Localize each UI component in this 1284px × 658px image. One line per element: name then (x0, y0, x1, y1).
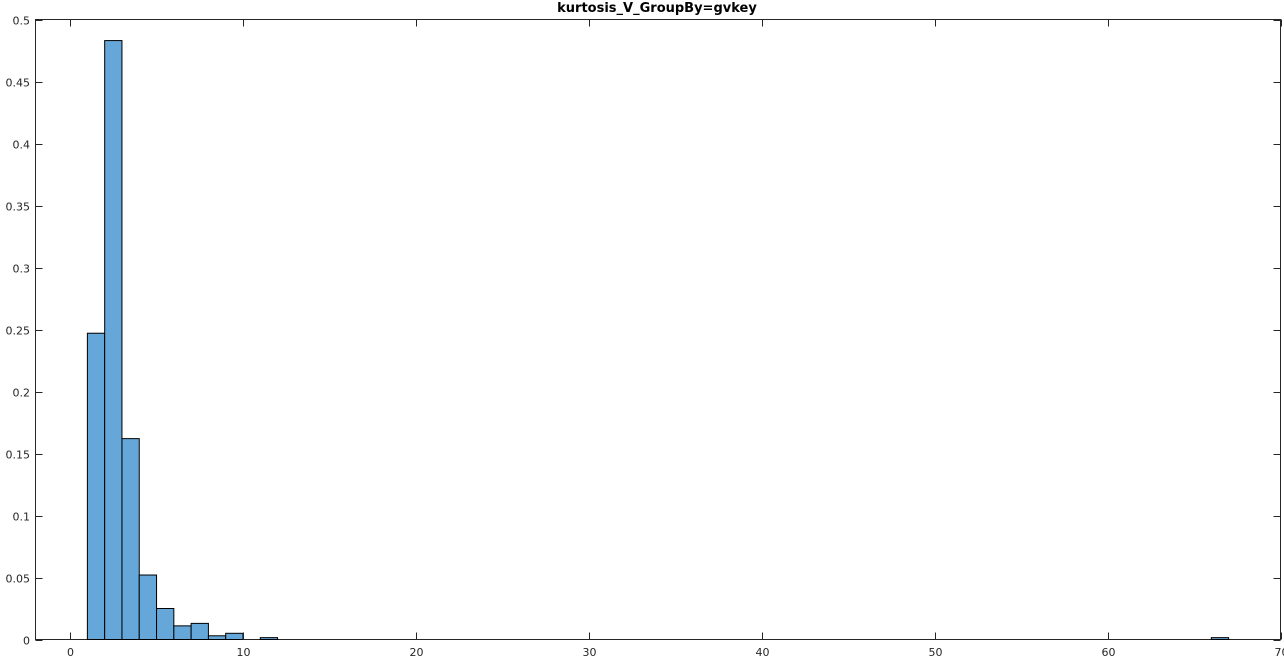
histogram-bar-9 (259, 637, 279, 641)
y-tick-label: 0.3 (13, 263, 31, 276)
y-tick-label: 0 (23, 635, 30, 648)
histogram-bar-6 (190, 622, 209, 641)
histogram-bar-4 (156, 608, 175, 640)
histogram-bar-3 (138, 574, 158, 641)
y-tick-label: 0.4 (13, 139, 31, 152)
x-tick-label: 50 (929, 646, 943, 658)
histogram-bar-7 (207, 635, 227, 641)
axes-box (35, 19, 1281, 640)
y-tick-label: 0.45 (6, 77, 31, 90)
chart-title: kurtosis_V_GroupBy=gvkey (557, 1, 757, 16)
y-tick-label: 0.15 (6, 449, 31, 462)
plot-frame (35, 19, 1281, 640)
y-tick-label: 0.05 (6, 573, 31, 586)
histogram-bar-8 (225, 632, 244, 640)
y-tick-label: 0.25 (6, 325, 31, 338)
x-tick-label: 20 (410, 646, 424, 658)
histogram-bar-10 (1210, 637, 1230, 641)
histogram-bar-5 (173, 625, 192, 640)
x-tick-label: 70 (1275, 646, 1284, 658)
bars (86, 40, 1230, 641)
y-tick-label: 0.1 (13, 511, 31, 524)
histogram-bar-1 (104, 40, 123, 640)
x-tick-label: 30 (583, 646, 597, 658)
histogram-bar-2 (121, 438, 140, 640)
x-tick-label: 40 (756, 646, 770, 658)
x-tick-label: 10 (237, 646, 251, 658)
x-tick-label: 60 (1102, 646, 1116, 658)
x-ticks: 0 10 20 30 40 50 60 70 (67, 19, 1284, 658)
x-tick-label: 0 (67, 646, 74, 658)
y-tick-label: 0.35 (6, 201, 31, 214)
y-tick-label: 0.2 (13, 387, 31, 400)
y-ticks: 0 0.05 0.1 0.15 0.2 0.25 0.3 0.35 0.4 0.45 0.5 (6, 15, 1281, 648)
y-tick-label: 0.5 (13, 15, 31, 28)
histogram-bar-0 (86, 332, 106, 640)
